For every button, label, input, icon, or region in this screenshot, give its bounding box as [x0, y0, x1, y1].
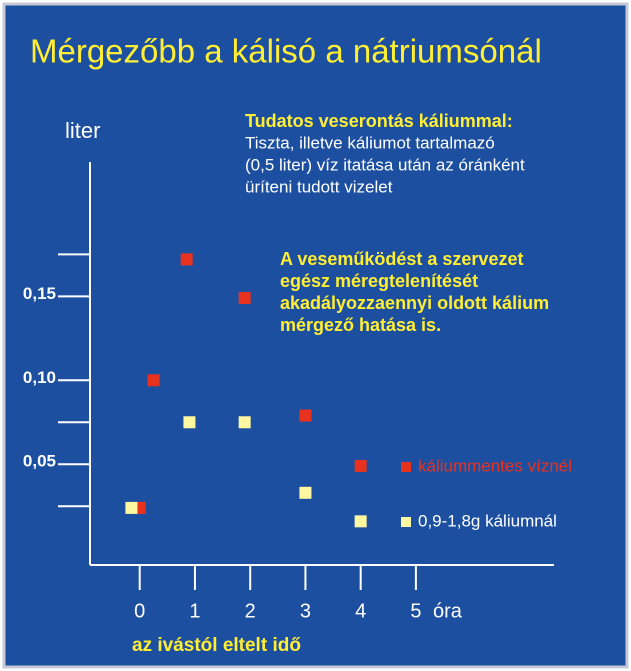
point	[299, 409, 312, 422]
annotation-line: (0,5 liter) víz itatása után az óránként	[245, 155, 525, 174]
annotation-line: üríteni tudott vizelet	[245, 177, 393, 196]
note-line: A veseműködést a szervezet	[280, 249, 523, 269]
annotation-line: Tiszta, illetve káliumot tartalmazó	[245, 133, 495, 152]
x-axis-label: az ivástól eltelt idő	[132, 635, 301, 656]
point	[180, 253, 193, 266]
x-tick-label: 3	[300, 600, 311, 622]
x-tick-label: 4	[355, 600, 366, 622]
point	[299, 486, 312, 499]
point	[147, 374, 160, 387]
note-line: mérgező hatása is.	[280, 315, 441, 335]
x-tick-label: 2	[245, 600, 256, 622]
legend-swatch	[401, 462, 411, 472]
y-axis-label: liter	[65, 118, 100, 143]
legend-swatch	[401, 517, 411, 527]
point	[238, 292, 251, 305]
annotation-title: Tudatos veserontás káliummal:	[245, 111, 513, 131]
y-tick-label: 0,15	[23, 284, 56, 303]
legend-label: káliummentes víznél	[418, 456, 572, 475]
point	[354, 515, 367, 528]
point	[183, 416, 196, 429]
x-unit-label: óra	[433, 600, 463, 622]
note-line: egész méregtelenítését	[280, 271, 478, 291]
x-tick-label: 1	[189, 600, 200, 622]
x-tick-label: 5	[410, 600, 421, 622]
y-tick-label: 0,10	[23, 368, 56, 387]
note-line: akadályozzaennyi oldott kálium	[280, 293, 549, 313]
point	[125, 501, 138, 514]
y-tick-label: 0,05	[23, 452, 56, 471]
chart-title: Mérgezőbb a kálisó a nátriumsónál	[30, 33, 542, 70]
legend-label: 0,9-1,8g káliumnál	[418, 511, 557, 530]
point	[354, 459, 367, 472]
point	[238, 416, 251, 429]
x-tick-label: 0	[134, 600, 145, 622]
